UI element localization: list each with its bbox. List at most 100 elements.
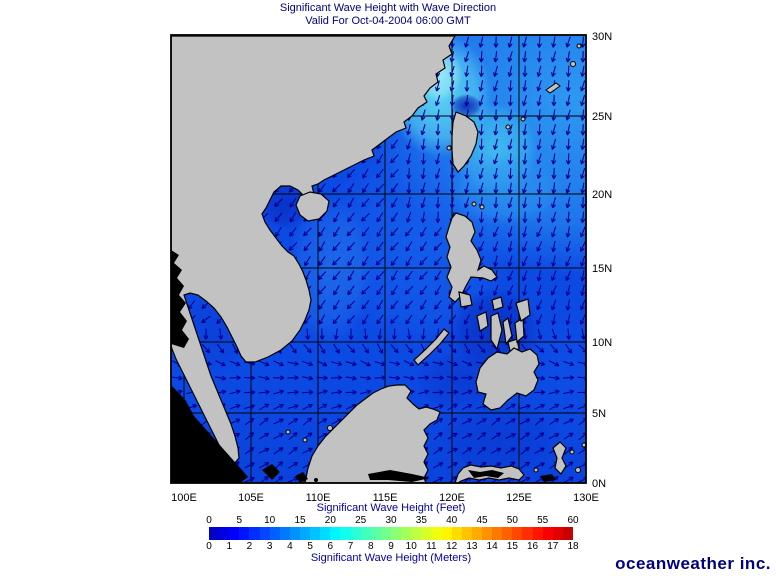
small-island (285, 429, 291, 435)
map-plot-area (171, 35, 586, 483)
colorbar-segment (229, 527, 240, 540)
land-mass (295, 191, 330, 222)
colorbar-segment (299, 527, 311, 540)
lat-tick-label: 15N (592, 263, 612, 275)
meter-tick-label: 17 (547, 541, 559, 552)
small-island (505, 124, 511, 130)
small-island (302, 437, 308, 443)
colorbar-segment (542, 527, 553, 540)
feet-tick-label: 25 (355, 515, 367, 526)
colorbar-segment (310, 527, 321, 540)
land-mass (475, 347, 540, 411)
map-subtitle: Valid For Oct-04-2004 06:00 GMT (305, 15, 471, 27)
colorbar-segment (431, 527, 442, 540)
colorbar-segment (219, 527, 230, 540)
feet-tick-label: 15 (294, 515, 306, 526)
land-mass (304, 384, 441, 483)
colorbar-segment (320, 527, 331, 540)
small-island (545, 82, 561, 94)
colorbar-segment (492, 527, 503, 540)
meter-tick-label: 3 (266, 541, 273, 552)
small-island (570, 61, 576, 67)
land-mass (445, 212, 498, 303)
title-block: Significant Wave Height with Wave Direct… (0, 2, 776, 28)
out-of-domain-land (368, 470, 430, 482)
colorbar-segment (370, 527, 381, 540)
small-island (479, 204, 485, 210)
land-mass (458, 291, 473, 308)
colorbar-segment (512, 527, 523, 540)
land-mass (552, 441, 567, 475)
colorbar-segment (552, 527, 563, 540)
colorbar-segment (209, 527, 220, 540)
small-island (569, 449, 575, 455)
meter-tick-label: 16 (526, 541, 539, 552)
out-of-domain-land (171, 250, 189, 348)
colorbar-segment (340, 527, 351, 540)
meter-tick-label: 13 (466, 541, 478, 552)
lat-tick-label: 5N (592, 408, 606, 420)
feet-tick-label: 30 (385, 515, 397, 526)
colorbar-segment (269, 527, 280, 540)
colorbar-segment (441, 527, 452, 540)
small-island (581, 442, 586, 448)
colorbar-segment (289, 527, 300, 540)
land-mass (476, 311, 489, 332)
colorbar-segment (380, 527, 391, 540)
lon-tick-label: 115E (373, 492, 398, 504)
lon-tick-label: 120E (439, 492, 465, 504)
lon-tick-label: 130E (573, 492, 599, 504)
colorbar-caption-meters: Significant Wave Height (Meters) (310, 552, 472, 564)
lat-tick-label: 25N (592, 111, 612, 123)
colorbar-segment (249, 527, 260, 540)
colorbar-segment (259, 527, 270, 540)
land-mass (502, 316, 513, 346)
small-island (327, 425, 333, 431)
lon-tick-label: 125E (506, 492, 532, 504)
meter-tick-label: 15 (506, 541, 518, 552)
colorbar-segment (239, 527, 250, 540)
out-of-domain-land (468, 470, 504, 478)
feet-tick-label: 20 (324, 515, 336, 526)
lat-tick-label: 0N (592, 478, 606, 490)
out-of-domain-land (295, 472, 308, 483)
meter-tick-label: 11 (426, 541, 437, 552)
land-mass (171, 35, 457, 465)
feet-tick-label: 45 (476, 515, 488, 526)
colorbar-segment (360, 527, 371, 540)
land-mass (413, 328, 450, 366)
lon-tick-label: 105E (238, 492, 264, 504)
colorbar-segment (502, 527, 513, 540)
colorbar-segment (451, 527, 462, 540)
lat-tick-label: 10N (592, 337, 612, 349)
feet-tick-label: 40 (446, 515, 458, 526)
small-island (533, 467, 539, 473)
feet-tick-label: 60 (567, 515, 579, 526)
out-of-domain-land (262, 464, 280, 480)
colorbar-segment (401, 527, 412, 540)
out-of-domain-land (540, 474, 556, 482)
colorbar-segment (330, 527, 341, 540)
colorbar-segment (532, 527, 543, 540)
colorbar-segment (279, 527, 290, 540)
meter-tick-label: 6 (327, 541, 334, 552)
wave-height-patch (447, 154, 563, 226)
meter-tick-label: 1 (226, 541, 232, 552)
meter-tick-label: 9 (388, 541, 394, 552)
colorbar (209, 527, 573, 540)
meter-tick-label: 8 (367, 541, 374, 552)
lat-tick-label: 20N (592, 189, 612, 201)
feet-tick-label: 5 (236, 515, 243, 526)
oceanweather-logo: oceanweather inc. (615, 554, 771, 573)
feet-tick-label: 55 (537, 515, 549, 526)
lat-tick-label: 30N (592, 31, 612, 43)
small-island (471, 201, 477, 207)
land-mass (515, 298, 531, 322)
land-mass (451, 111, 479, 173)
feet-tick-label: 50 (506, 515, 518, 526)
map-title: Significant Wave Height with Wave Direct… (279, 2, 497, 14)
meter-tick-label: 4 (287, 541, 293, 552)
small-island (446, 145, 452, 151)
colorbar-segment (481, 527, 493, 540)
